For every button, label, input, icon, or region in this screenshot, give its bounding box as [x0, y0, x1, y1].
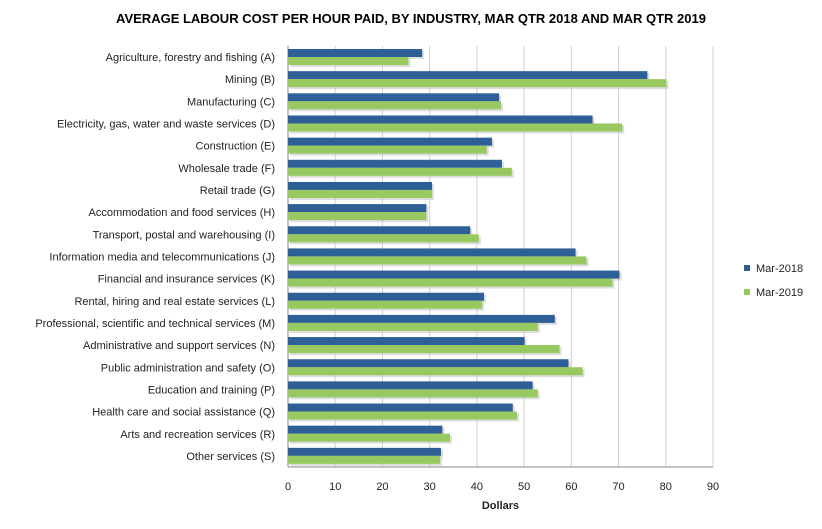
legend-label: Mar-2018 — [756, 263, 803, 275]
bar-mar-2019 — [288, 167, 512, 176]
x-tick-label: 50 — [518, 481, 530, 493]
bar-mar-2019 — [288, 433, 450, 442]
category-label: Agriculture, forestry and fishing (A) — [106, 52, 275, 64]
category-label: Construction (E) — [196, 141, 275, 153]
bar-mar-2018 — [288, 137, 492, 146]
bar-mar-2018 — [288, 226, 471, 235]
x-tick-label: 30 — [424, 481, 436, 493]
bar-mar-2018 — [288, 447, 441, 456]
bar-mar-2019 — [288, 145, 487, 154]
bar-mar-2019 — [288, 79, 667, 88]
bar-mar-2019 — [288, 189, 433, 198]
bar-mar-2018 — [288, 93, 500, 102]
bar-mar-2018 — [288, 71, 648, 80]
x-tick-label: 10 — [329, 481, 341, 493]
category-label: Health care and social assistance (Q) — [92, 407, 275, 419]
x-tick-label: 80 — [660, 481, 672, 493]
bar-mar-2018 — [288, 159, 502, 168]
x-tick-label: 0 — [285, 481, 291, 493]
bar-mar-2019 — [288, 322, 538, 331]
bar-mar-2019 — [288, 411, 518, 420]
bar-mar-2019 — [288, 300, 483, 309]
category-label: Accommodation and food services (H) — [89, 207, 275, 219]
bar-mar-2018 — [288, 270, 620, 279]
bar-mar-2018 — [288, 359, 569, 368]
category-label: Education and training (P) — [148, 384, 275, 396]
category-label: Mining (B) — [225, 74, 275, 86]
category-label: Manufacturing (C) — [187, 96, 275, 108]
bar-mar-2019 — [288, 345, 560, 354]
legend-swatch — [744, 265, 750, 271]
category-label: Professional, scientific and technical s… — [35, 318, 275, 330]
category-label: Information media and telecommunications… — [49, 252, 275, 264]
category-label: Arts and recreation services (R) — [120, 429, 275, 441]
bar-mar-2019 — [288, 367, 583, 376]
x-tick-label: 20 — [376, 481, 388, 493]
bar-mar-2018 — [288, 292, 484, 301]
category-label: Administrative and support services (N) — [83, 340, 275, 352]
category-label: Financial and insurance services (K) — [98, 274, 275, 286]
bar-mar-2019 — [288, 57, 409, 65]
bar-mar-2018 — [288, 381, 533, 390]
bar-mar-2019 — [288, 389, 538, 398]
bar-mar-2019 — [288, 256, 587, 265]
bar-mar-2018 — [288, 337, 525, 346]
legend-label: Mar-2019 — [756, 287, 803, 299]
x-tick-label: 40 — [471, 481, 483, 493]
x-tick-label: 60 — [565, 481, 577, 493]
category-label: Transport, postal and warehousing (I) — [93, 229, 275, 241]
category-label: Rental, hiring and real estate services … — [74, 296, 275, 308]
x-axis-label: Dollars — [482, 500, 519, 512]
category-label: Wholesale trade (F) — [178, 163, 275, 175]
bar-mar-2018 — [288, 403, 513, 412]
bar-mar-2018 — [288, 115, 593, 124]
bar-mar-2019 — [288, 212, 427, 221]
category-label: Electricity, gas, water and waste servic… — [57, 119, 275, 131]
bar-mar-2018 — [288, 248, 576, 257]
legend-swatch — [744, 289, 750, 295]
bar-mar-2019 — [288, 123, 623, 132]
x-tick-label: 70 — [612, 481, 624, 493]
bar-mar-2019 — [288, 101, 501, 110]
category-label: Retail trade (G) — [200, 185, 275, 197]
bar-mar-2019 — [288, 455, 441, 464]
bar-mar-2018 — [288, 204, 427, 213]
bar-mar-2019 — [288, 234, 479, 243]
category-label: Public administration and safety (O) — [101, 362, 275, 374]
x-tick-label: 90 — [707, 481, 719, 493]
bar-mar-2018 — [288, 181, 433, 190]
chart-title: AVERAGE LABOUR COST PER HOUR PAID, BY IN… — [116, 11, 706, 26]
category-label: Other services (S) — [186, 451, 275, 463]
bar-mar-2018 — [288, 49, 423, 57]
bar-mar-2018 — [288, 314, 555, 323]
bar-mar-2019 — [288, 278, 613, 287]
bar-mar-2018 — [288, 425, 443, 434]
